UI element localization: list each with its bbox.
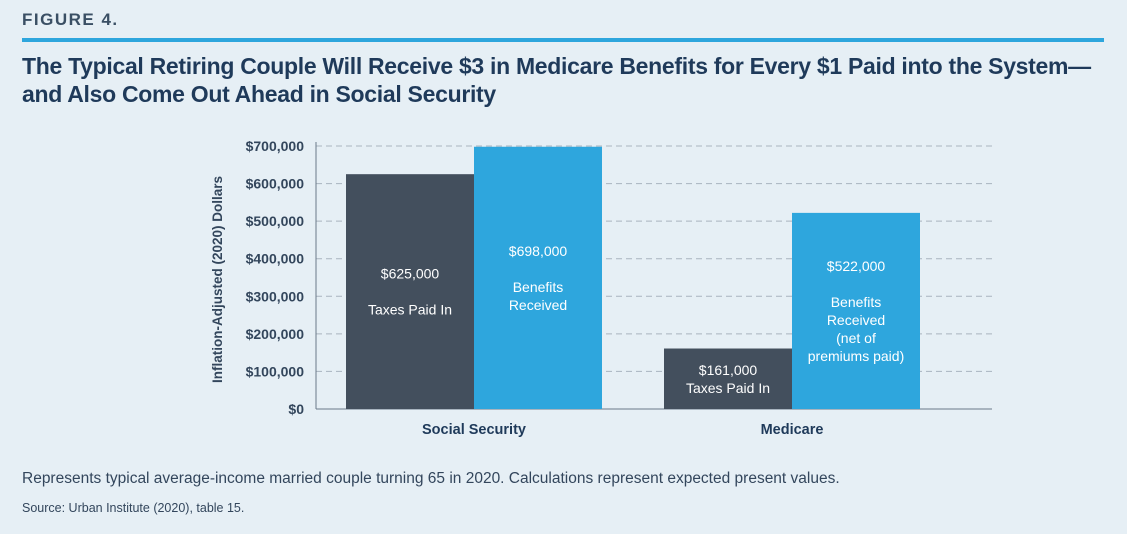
bar-data-label: $625,000 Taxes Paid In <box>368 266 452 318</box>
y-tick-label: $700,000 <box>246 138 305 154</box>
x-category-label: Social Security <box>422 422 526 438</box>
y-tick-label: $0 <box>288 401 304 417</box>
chart-title: The Typical Retiring Couple Will Receive… <box>22 53 1091 107</box>
y-tick-label: $300,000 <box>246 288 305 304</box>
bar-data-label: $522,000 Benefits Received (net of premiums … <box>808 258 904 364</box>
title-rule <box>22 38 1104 42</box>
y-tick-label: $600,000 <box>246 176 305 192</box>
bar-benefits <box>792 212 920 409</box>
x-category-label: Medicare <box>761 422 824 438</box>
y-tick-label: $500,000 <box>246 213 305 229</box>
bar-data-label: $161,000 Taxes Paid In <box>686 362 770 396</box>
y-tick-label: $400,000 <box>246 251 305 267</box>
figure-label: FIGURE 4. <box>22 10 119 29</box>
bar-benefits <box>474 146 602 409</box>
y-axis-label: Inflation-Adjusted (2020) Dollars <box>210 176 225 383</box>
y-tick-label: $100,000 <box>246 363 305 379</box>
bar-data-label: $698,000 Benefits Received <box>509 243 568 313</box>
y-tick-label: $200,000 <box>246 326 305 342</box>
chart-source: Source: Urban Institute (2020), table 15… <box>22 501 245 515</box>
bar-taxes <box>664 348 792 409</box>
bar-taxes <box>346 174 474 409</box>
chart-note: Represents typical average-income marrie… <box>22 470 840 487</box>
